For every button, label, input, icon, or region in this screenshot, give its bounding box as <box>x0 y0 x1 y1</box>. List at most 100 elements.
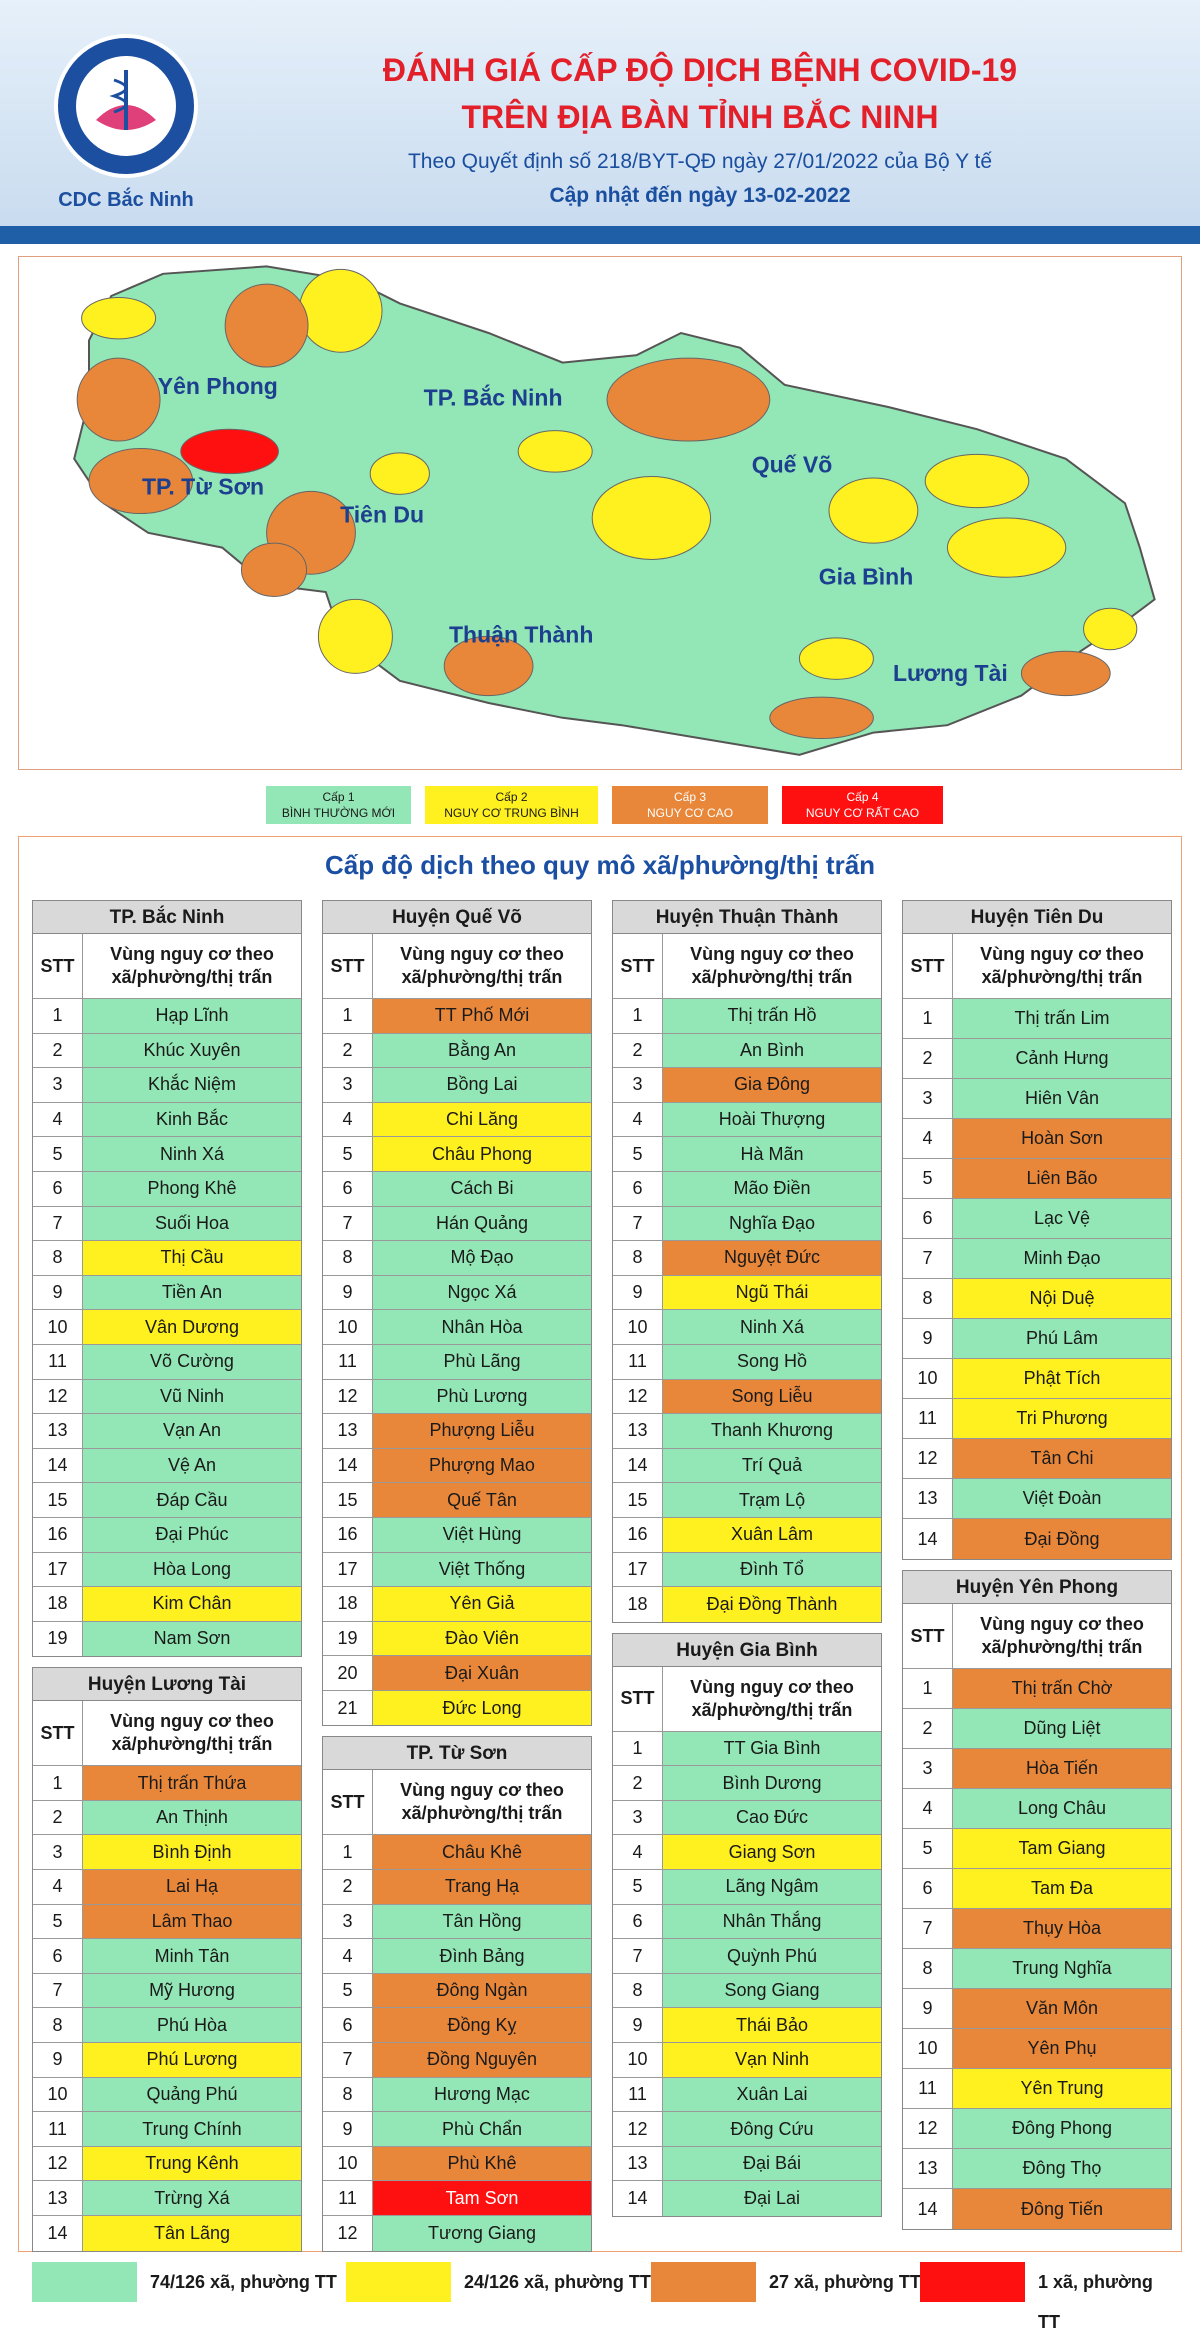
stt: 10 <box>323 2146 373 2181</box>
area-name: Vân Dương <box>83 1310 301 1344</box>
legend-label: NGUY CƠ RẤT CAO <box>805 806 920 820</box>
stt: 14 <box>33 1448 83 1483</box>
stt: 16 <box>33 1517 83 1552</box>
stt: 2 <box>903 1709 953 1748</box>
header-area: Vùng nguy cơ theo xã/phường/thị trấn <box>110 944 274 987</box>
table-row: 11 Trung Chính <box>33 2112 301 2147</box>
table-row: 7 Mỹ Hương <box>33 1973 301 2009</box>
map-area <box>591 476 712 560</box>
stt: 8 <box>613 1241 663 1275</box>
area-name: Tân Lãng <box>83 2216 301 2251</box>
stt: 11 <box>33 1344 83 1379</box>
map-label: Thuận Thành <box>449 621 593 647</box>
stt: 8 <box>33 2008 83 2043</box>
area-name: Đông Thọ <box>953 2149 1171 2188</box>
stt: 2 <box>323 1033 373 1068</box>
table-row: 11 Tam Sơn <box>323 2181 591 2216</box>
stt: 17 <box>323 1552 373 1587</box>
table-row: 7 Minh Đạo <box>903 1239 1171 1279</box>
table-row: 10 Nhân Hòa <box>323 1310 591 1345</box>
table-row: 15 Trạm Lộ <box>613 1483 881 1518</box>
stt: 15 <box>33 1483 83 1517</box>
table-row: 14 Đông Tiến <box>903 2189 1171 2229</box>
stt: 2 <box>613 1033 663 1068</box>
table-row: 18 Kim Chân <box>33 1587 301 1622</box>
area-name: Quỳnh Phú <box>663 1939 881 1973</box>
legend-item: Cấp 3 NGUY CƠ CAO <box>612 786 768 824</box>
area-name: Tri Phương <box>953 1399 1171 1438</box>
stt: 14 <box>903 1519 953 1559</box>
summary-swatch <box>346 2262 451 2302</box>
stt: 11 <box>903 1399 953 1438</box>
stt: 1 <box>33 1766 83 1800</box>
area-name: Kim Chân <box>83 1587 301 1621</box>
stt: 11 <box>903 2069 953 2108</box>
map-area <box>317 598 393 674</box>
district-table: Huyện Thuận Thành STT Vùng nguy cơ theo xã… <box>612 900 882 1623</box>
stt: 3 <box>613 1800 663 1835</box>
stt: 7 <box>33 1973 83 2008</box>
table-row: 14 Đại Đồng <box>903 1519 1171 1559</box>
table-title: Huyện Tiên Du <box>903 901 1171 934</box>
table-row: 16 Xuân Lâm <box>613 1517 881 1553</box>
area-name: Mão Điền <box>663 1171 881 1206</box>
area-name: Phù Chẩn <box>373 2112 591 2146</box>
stt: 3 <box>323 1904 373 1939</box>
stt: 11 <box>323 1344 373 1379</box>
area-name: Hà Mãn <box>663 1137 881 1171</box>
area-name: Thanh Khương <box>663 1414 881 1448</box>
table-row: 6 Minh Tân <box>33 1939 301 1974</box>
table-row: 5 Liên Bão <box>903 1159 1171 1199</box>
stt: 9 <box>33 2043 83 2077</box>
map-area <box>88 447 194 515</box>
stt: 6 <box>903 1869 953 1908</box>
area-name: Xuân Lâm <box>663 1517 881 1552</box>
stt: 1 <box>903 1669 953 1708</box>
area-name: Nội Duệ <box>953 1279 1171 1318</box>
map-area <box>240 542 308 597</box>
area-name: Bồng Lai <box>373 1068 591 1102</box>
table-row: 4 Kinh Bắc <box>33 1102 301 1138</box>
legend-level: Cấp 2 <box>495 790 528 804</box>
table-row: 21 Đức Long <box>323 1690 591 1726</box>
map-area <box>946 517 1067 578</box>
summary-text: 27 xã, phường TT <box>769 2272 921 2292</box>
summary-swatch <box>32 2262 137 2302</box>
area-name: Dũng Liệt <box>953 1709 1171 1748</box>
area-name: Thị Cầu <box>83 1241 301 1275</box>
stt: 13 <box>613 1414 663 1448</box>
table-row: 10 Quảng Phú <box>33 2077 301 2113</box>
table-header: STT Vùng nguy cơ theo xã/phường/thị trấn <box>33 1701 301 1767</box>
table-row: 12 Đông Phong <box>903 2109 1171 2149</box>
stt: 9 <box>613 2008 663 2043</box>
table-title: Huyện Gia Bình <box>613 1633 881 1667</box>
map-label: Quế Võ <box>752 451 833 477</box>
table-row: 14 Vệ An <box>33 1448 301 1484</box>
stt: 19 <box>323 1621 373 1656</box>
area-name: Việt Đoàn <box>953 1479 1171 1518</box>
stt: 11 <box>613 1344 663 1379</box>
table-row: 14 Đại Lai <box>613 2181 881 2216</box>
area-name: An Bình <box>663 1033 881 1068</box>
area-name: Phù Lãng <box>373 1344 591 1379</box>
stt: 12 <box>613 1379 663 1414</box>
area-name: Bằng An <box>373 1033 591 1068</box>
area-name: Song Hồ <box>663 1344 881 1379</box>
table-row: 12 Tân Chi <box>903 1439 1171 1479</box>
table-row: 1 Thị trấn Lim <box>903 999 1171 1039</box>
stt: 19 <box>33 1621 83 1657</box>
legend-label: NGUY CƠ TRUNG BÌNH <box>444 806 579 820</box>
stt: 12 <box>323 1379 373 1414</box>
area-name: Lâm Thao <box>83 1904 301 1939</box>
table-header: STT Vùng nguy cơ theo xã/phường/thị trấn <box>33 934 301 999</box>
legend-level: Cấp 4 <box>846 790 879 804</box>
stt: 9 <box>323 1275 373 1310</box>
map: Yên Phong TP. Bắc Ninh Quế Võ TP. Từ Sơn Tiê… <box>18 256 1182 770</box>
area-name: Trừng Xá <box>83 2181 301 2215</box>
table-row: 12 Trung Kênh <box>33 2146 301 2182</box>
table-row: 3 Tân Hồng <box>323 1904 591 1940</box>
section-title: Cấp độ dịch theo quy mô xã/phường/thị tr… <box>324 850 876 880</box>
stt: 3 <box>903 1079 953 1118</box>
header-area: Vùng nguy cơ theo xã/phường/thị trấn <box>400 944 564 987</box>
stt: 8 <box>33 1241 83 1275</box>
